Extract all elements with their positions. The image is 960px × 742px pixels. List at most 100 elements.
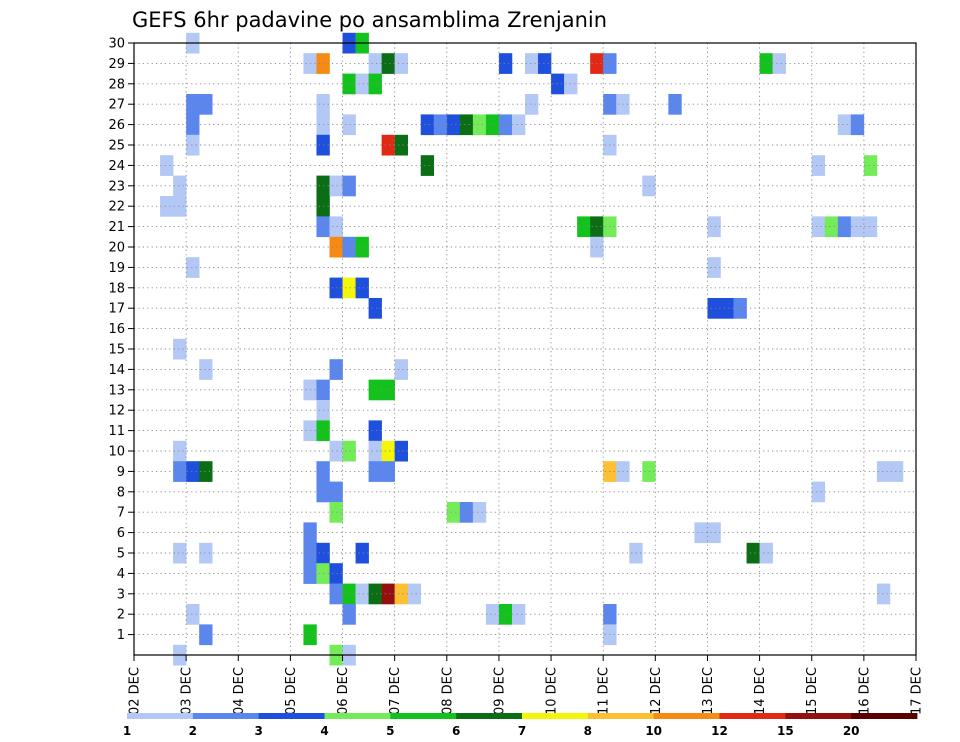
heatmap-cell	[368, 440, 382, 462]
heatmap-cell	[355, 542, 369, 564]
colorbar-label: 2	[189, 724, 197, 738]
heatmap-cell	[316, 542, 330, 564]
colorbar-segment	[653, 713, 720, 719]
heatmap-cell	[329, 236, 343, 258]
heatmap-cell	[329, 277, 343, 299]
y-tick-label: 13	[108, 383, 125, 398]
heatmap-cell	[368, 298, 382, 319]
heatmap-cell	[316, 134, 330, 156]
x-tick-label: 11 DEC	[597, 667, 612, 715]
heatmap-cell	[850, 114, 865, 136]
y-tick-label: 1	[117, 628, 125, 643]
heatmap-cell	[746, 542, 760, 564]
y-tick-label: 16	[108, 322, 125, 337]
heatmap-cell	[759, 542, 773, 564]
heatmap-cell	[316, 94, 330, 115]
heatmap-cell	[316, 481, 330, 503]
colorbar-segment	[456, 713, 523, 719]
x-tick-label: 15 DEC	[805, 667, 820, 715]
heatmap-cell	[355, 236, 369, 258]
heatmap-cell	[368, 73, 382, 95]
heatmap-cell	[342, 175, 356, 197]
heatmap-cell	[329, 583, 343, 605]
x-tick-label: 06 DEC	[336, 667, 351, 715]
heatmap-cell	[342, 440, 356, 462]
y-tick-label: 30	[108, 37, 125, 52]
heatmap-cell	[811, 216, 826, 238]
colorbar-segment	[258, 713, 325, 719]
y-tick-label: 19	[108, 261, 125, 276]
heatmap-cell	[511, 604, 526, 625]
y-tick-label: 11	[108, 424, 125, 439]
x-tick-label: 02 DEC	[128, 667, 143, 715]
heatmap-cell	[329, 440, 343, 462]
heatmap-cell	[329, 359, 343, 380]
heatmap-cell	[498, 604, 513, 625]
heatmap-cell	[329, 563, 343, 584]
heatmap-cell	[316, 216, 330, 238]
heatmap-cell	[759, 53, 773, 74]
colorbar-label: 10	[645, 724, 662, 738]
heatmap-cell	[368, 583, 382, 605]
heatmap-cell	[160, 196, 174, 217]
heatmap-cell	[824, 216, 839, 238]
x-tick-label: 03 DEC	[180, 667, 195, 715]
y-tick-label: 2	[117, 608, 125, 623]
heatmap-cell	[186, 94, 200, 115]
heatmap-cell	[329, 481, 343, 503]
y-tick-label: 28	[108, 77, 125, 92]
x-tick-label: 16 DEC	[857, 667, 872, 715]
y-tick-label: 10	[108, 445, 125, 460]
heatmap-cell	[342, 73, 356, 95]
heatmap-cell	[446, 114, 461, 136]
colorbar-segment	[719, 713, 786, 719]
heatmap-cell	[316, 196, 330, 217]
colorbar-label: 8	[584, 724, 592, 738]
heatmap-cell	[199, 94, 213, 115]
x-tick-label: 07 DEC	[388, 667, 403, 715]
y-tick-label: 26	[108, 118, 125, 133]
heatmap-cell	[733, 298, 747, 319]
heatmap-cell	[342, 604, 356, 625]
heatmap-cell	[186, 461, 200, 482]
heatmap-cell	[420, 114, 435, 136]
heatmap-cell	[850, 216, 865, 238]
y-tick-label: 20	[108, 241, 125, 256]
y-tick-label: 25	[108, 139, 125, 154]
y-tick-label: 21	[108, 220, 125, 235]
x-tick-label: 14 DEC	[753, 667, 768, 715]
x-axis: 02 DEC 03 DEC 04 DEC 05 DEC 06 DEC 07 DEC 08 D…	[128, 655, 925, 715]
heatmap-cell	[355, 73, 369, 95]
heatmap-cell	[459, 502, 474, 523]
colorbar-segment	[324, 713, 391, 719]
heatmap-cell	[368, 461, 382, 482]
colorbar-label: 3	[254, 724, 262, 738]
heatmap-cell	[407, 583, 422, 605]
heatmap-cell	[199, 542, 213, 564]
x-tick-label: 05 DEC	[284, 667, 299, 715]
heatmap-cell	[381, 53, 395, 74]
heatmap-cell	[173, 196, 187, 217]
heatmap-cell	[316, 420, 330, 442]
heatmap-cell	[772, 53, 786, 74]
heatmap-cell	[173, 461, 187, 482]
y-tick-label: 14	[108, 363, 125, 378]
y-tick-label: 7	[117, 506, 125, 521]
heatmap-cell	[368, 420, 382, 442]
y-tick-label: 24	[108, 159, 125, 174]
heatmap-cell	[173, 175, 187, 197]
heatmap-cell	[381, 134, 395, 156]
y-tick-label: 3	[117, 587, 125, 602]
heatmap-cell	[863, 216, 878, 238]
colorbar-segment	[127, 713, 194, 719]
colorbar: 1 2 3 4 5 6 7 8 10 12 15 20	[123, 713, 918, 738]
heatmap-cell	[485, 604, 500, 625]
y-tick-label: 8	[117, 485, 125, 500]
heatmap-cell	[342, 277, 356, 299]
heatmap-cell	[329, 502, 343, 523]
heatmap-cell	[342, 114, 356, 136]
heatmap-cell	[433, 114, 448, 136]
colorbar-segment	[785, 713, 852, 719]
y-tick-label: 9	[117, 465, 125, 480]
